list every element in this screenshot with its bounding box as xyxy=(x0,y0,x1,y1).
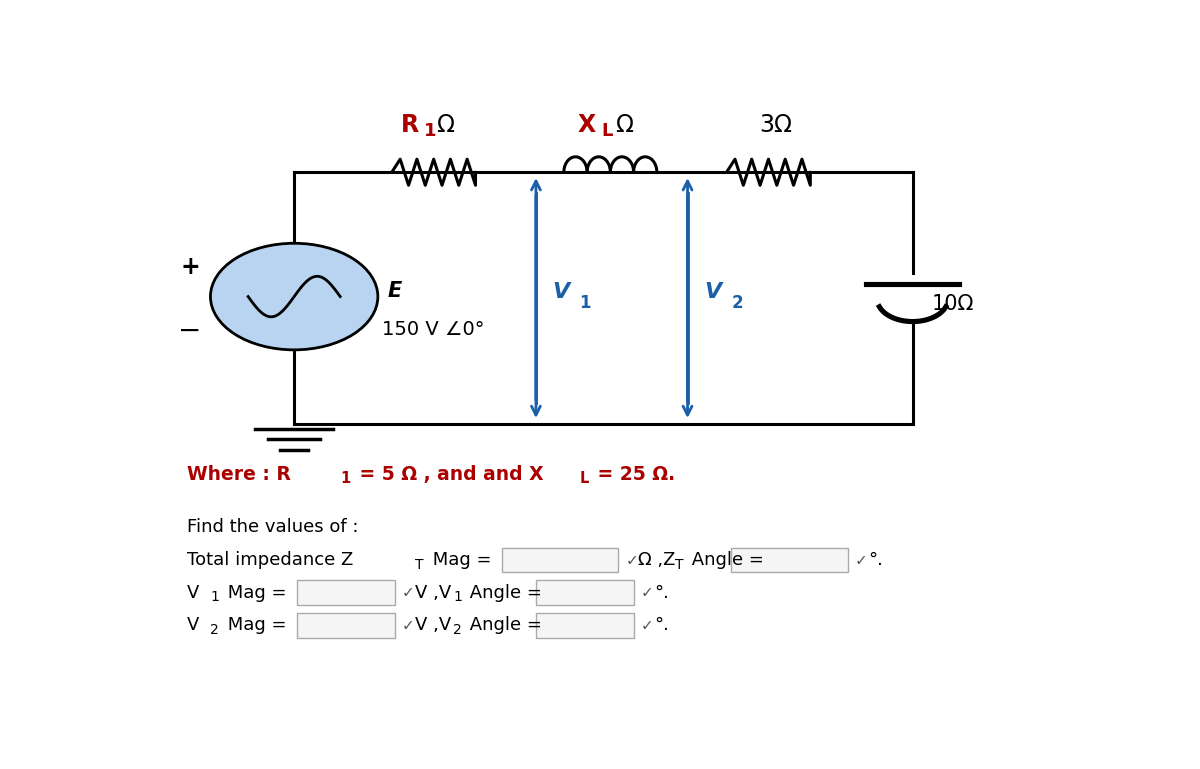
Text: Find the values of :: Find the values of : xyxy=(187,518,359,537)
FancyBboxPatch shape xyxy=(296,613,395,638)
Text: Angle =: Angle = xyxy=(464,616,542,634)
Text: V ,V: V ,V xyxy=(415,584,451,601)
Text: 150 V ∠0°: 150 V ∠0° xyxy=(383,320,485,338)
Text: Ω ,Z: Ω ,Z xyxy=(638,551,676,569)
Text: = 25 Ω.: = 25 Ω. xyxy=(590,464,674,484)
Text: +: + xyxy=(180,255,200,279)
FancyBboxPatch shape xyxy=(296,580,395,605)
Text: 1: 1 xyxy=(425,122,437,140)
Text: V: V xyxy=(553,282,570,302)
Text: T: T xyxy=(676,558,684,572)
Text: °.: °. xyxy=(868,551,883,569)
Text: Mag =: Mag = xyxy=(222,616,286,634)
Text: E: E xyxy=(388,281,401,301)
Text: = 5 Ω , and and X: = 5 Ω , and and X xyxy=(353,464,544,484)
Text: V: V xyxy=(187,584,199,601)
FancyBboxPatch shape xyxy=(731,548,847,572)
Text: Ω: Ω xyxy=(437,113,455,137)
Text: −: − xyxy=(179,317,202,345)
Text: Mag =: Mag = xyxy=(427,551,492,569)
Text: Angle =: Angle = xyxy=(685,551,763,569)
Text: Angle =: Angle = xyxy=(464,584,542,601)
Text: ✓: ✓ xyxy=(402,585,415,600)
Text: 2: 2 xyxy=(210,623,220,637)
Text: 2: 2 xyxy=(731,294,743,311)
Text: L: L xyxy=(580,471,589,487)
Text: T: T xyxy=(415,558,424,572)
Text: 1: 1 xyxy=(580,294,592,311)
Text: V: V xyxy=(704,282,721,302)
Text: X: X xyxy=(578,113,596,137)
Text: 1: 1 xyxy=(210,591,220,604)
FancyBboxPatch shape xyxy=(536,580,634,605)
Text: ✓: ✓ xyxy=(641,618,654,633)
FancyBboxPatch shape xyxy=(536,613,634,638)
Text: 2: 2 xyxy=(454,623,462,637)
Text: ✓: ✓ xyxy=(402,618,415,633)
Text: V: V xyxy=(187,616,199,634)
Text: ✓: ✓ xyxy=(625,553,638,568)
Text: °.: °. xyxy=(654,616,668,634)
Text: Ω: Ω xyxy=(616,113,634,137)
Text: L: L xyxy=(601,122,612,140)
Text: 1: 1 xyxy=(341,471,350,487)
Text: Total impedance Z: Total impedance Z xyxy=(187,551,354,569)
Text: V ,V: V ,V xyxy=(415,616,451,634)
Text: Where : R: Where : R xyxy=(187,464,292,484)
Text: 1: 1 xyxy=(454,591,462,604)
FancyBboxPatch shape xyxy=(502,548,618,572)
Text: ✓: ✓ xyxy=(641,585,654,600)
Circle shape xyxy=(210,243,378,350)
Text: Mag =: Mag = xyxy=(222,584,286,601)
Text: 10Ω: 10Ω xyxy=(931,295,973,315)
Text: ✓: ✓ xyxy=(854,553,868,568)
Text: 3Ω: 3Ω xyxy=(760,113,792,137)
Text: R: R xyxy=(401,113,419,137)
Text: °.: °. xyxy=(654,584,668,601)
